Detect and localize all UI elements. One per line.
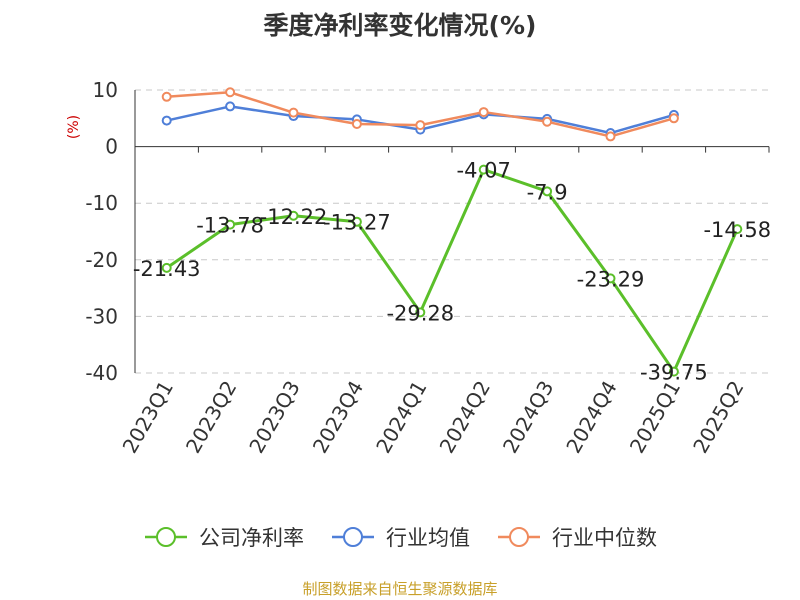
- legend-label-industry-median: 行业中位数: [552, 526, 657, 550]
- data-point[interactable]: [668, 366, 679, 377]
- grid: [135, 89, 769, 374]
- legend-item-industry-mean[interactable]: 行业均值: [330, 522, 470, 552]
- y-tick-label: 10: [93, 78, 118, 102]
- legend-line-blue-icon: [332, 527, 374, 547]
- data-label: -23.29: [577, 267, 645, 291]
- data-point[interactable]: [605, 131, 616, 142]
- data-point[interactable]: [478, 164, 489, 175]
- x-tick-label: 2023Q3: [244, 377, 304, 458]
- data-label: -13.78: [196, 214, 264, 238]
- data-point[interactable]: [225, 87, 236, 98]
- data-point[interactable]: [351, 216, 362, 227]
- legend-item-industry-median[interactable]: 行业中位数: [496, 522, 657, 552]
- legend-line-green-icon: [145, 527, 187, 547]
- x-tick-label: 2023Q4: [308, 377, 368, 458]
- data-label: -39.75: [640, 361, 708, 385]
- data-point[interactable]: [478, 107, 489, 118]
- data-point[interactable]: [225, 219, 236, 230]
- source-caption: 制图数据来自恒生聚源数据库: [302, 580, 498, 598]
- y-axis-label: (%): [66, 115, 82, 139]
- legend-line-orange-icon: [498, 527, 540, 547]
- legend-label-industry-mean: 行业均值: [386, 526, 470, 550]
- data-point[interactable]: [225, 101, 236, 112]
- x-tick-label: 2025Q1: [625, 377, 685, 458]
- legend-label-company: 公司净利率: [199, 526, 304, 550]
- data-point[interactable]: [288, 107, 299, 118]
- data-label: -13.27: [323, 211, 391, 235]
- x-tick-label: 2024Q4: [561, 377, 621, 458]
- x-tick-label: 2024Q2: [435, 377, 495, 458]
- data-label: -14.58: [703, 218, 771, 242]
- data-point[interactable]: [161, 115, 172, 126]
- x-tick-label: 2024Q3: [498, 377, 558, 458]
- chart-title: 季度净利率变化情况(%): [264, 11, 537, 40]
- y-tick-label: -20: [85, 248, 118, 272]
- x-tick-label: 2023Q2: [181, 377, 241, 458]
- data-point[interactable]: [351, 118, 362, 129]
- data-point[interactable]: [415, 307, 426, 318]
- data-point[interactable]: [605, 273, 616, 284]
- y-tick-label: 0: [105, 135, 118, 159]
- data-label: -4.07: [457, 159, 511, 183]
- series-layer: [161, 87, 743, 377]
- data-point[interactable]: [161, 91, 172, 102]
- legend-item-company[interactable]: 公司净利率: [143, 522, 304, 552]
- data-label: -29.28: [386, 301, 454, 325]
- data-label: -12.22: [260, 205, 328, 229]
- data-point[interactable]: [732, 224, 743, 235]
- x-tick-label: 2025Q2: [688, 377, 748, 458]
- data-point[interactable]: [542, 186, 553, 197]
- y-tick-label: -30: [85, 304, 118, 328]
- y-tick-label: -10: [85, 191, 118, 215]
- legend: 公司净利率 行业均值 行业中位数: [0, 520, 800, 554]
- data-point[interactable]: [288, 210, 299, 221]
- series-line: [165, 168, 739, 374]
- data-point[interactable]: [542, 116, 553, 127]
- data-point[interactable]: [668, 113, 679, 124]
- data-labels: -21.43 -13.78-12.22-13.27 -29.28 -4.07 -7.9 -…: [133, 159, 771, 385]
- data-label: -7.9: [527, 180, 568, 204]
- data-label: -21.43: [133, 257, 201, 281]
- data-point[interactable]: [161, 262, 172, 273]
- data-point[interactable]: [415, 120, 426, 131]
- x-tick-label: 2024Q1: [371, 377, 431, 458]
- x-tick-label: 2023Q1: [118, 377, 178, 458]
- y-tick-label: -40: [85, 361, 118, 385]
